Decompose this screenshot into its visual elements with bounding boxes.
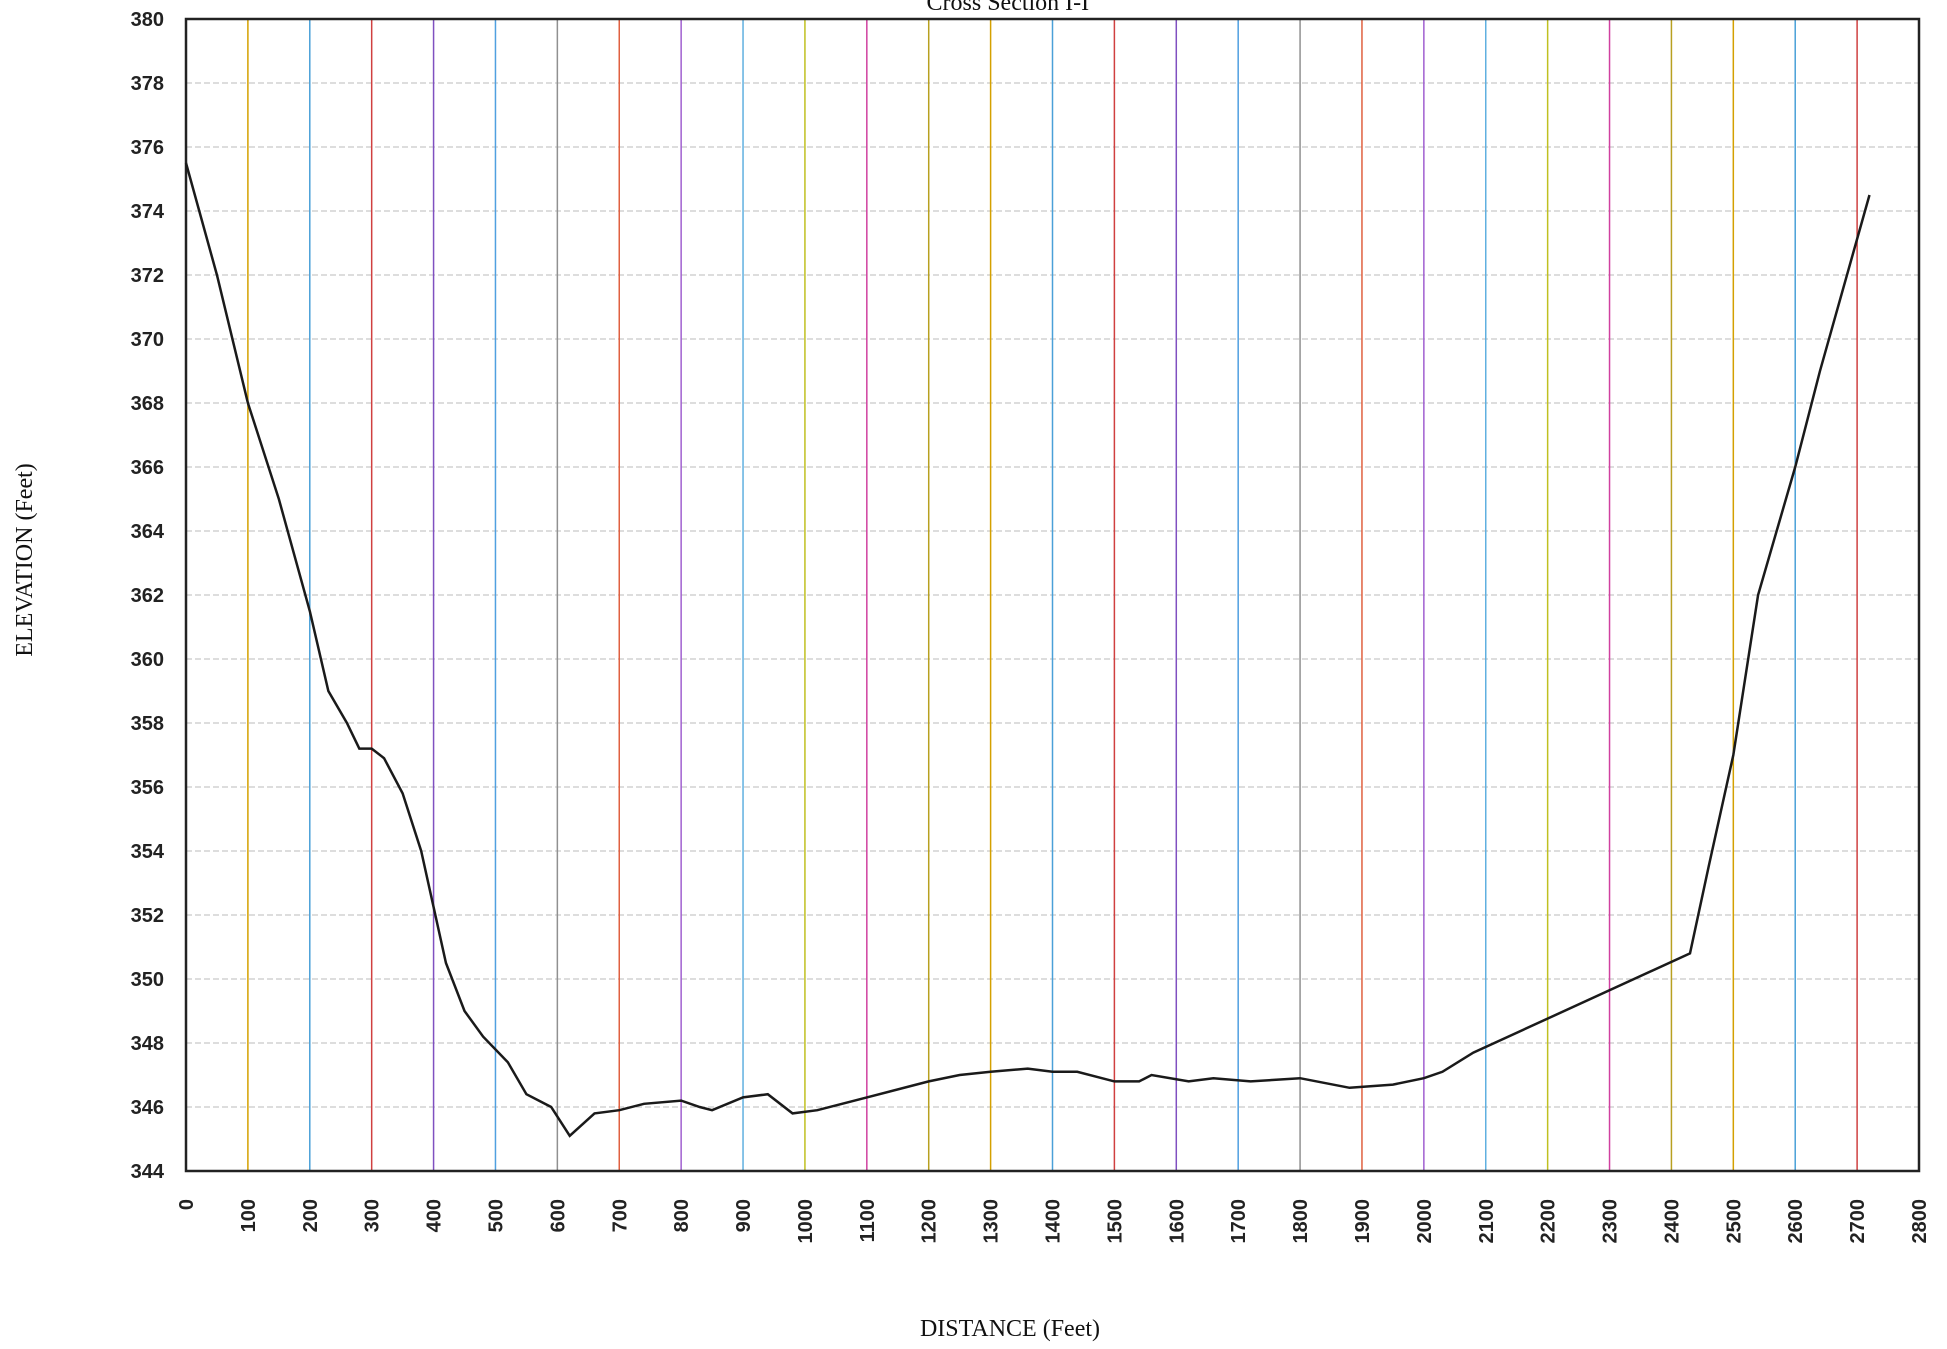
y-tick-label: 350	[131, 969, 164, 991]
x-tick-label: 500	[485, 1199, 507, 1232]
x-tick-label: 1300	[981, 1199, 1003, 1244]
y-tick-label: 380	[131, 9, 164, 31]
y-tick-label: 366	[131, 457, 164, 479]
y-axis-label: ELEVATION (Feet)	[12, 463, 38, 657]
x-tick-label: 1000	[795, 1199, 817, 1244]
x-tick-label: 2000	[1414, 1199, 1436, 1244]
x-tick-label: 200	[300, 1199, 322, 1232]
x-tick-label: 2300	[1600, 1199, 1622, 1244]
profile-line	[184, 162, 1871, 1138]
y-tick-label: 376	[131, 137, 164, 159]
x-tick-label: 1800	[1290, 1199, 1312, 1244]
x-tick-label: 1100	[857, 1199, 879, 1242]
x-tick-label: 800	[671, 1199, 693, 1232]
x-tick-label: 2500	[1723, 1199, 1745, 1244]
x-tick-label: 2700	[1847, 1199, 1869, 1244]
x-tick-label: 1400	[1043, 1199, 1065, 1244]
x-tick-label: 100	[238, 1199, 260, 1232]
plot-frame	[184, 17, 1921, 1173]
y-tick-label: 374	[131, 201, 165, 223]
y-tick-label: 368	[131, 393, 164, 415]
x-tick-label: 2800	[1909, 1199, 1931, 1244]
y-tick-label: 364	[131, 521, 165, 543]
y-tick-label: 352	[131, 905, 164, 927]
x-tick-label: 600	[547, 1199, 569, 1232]
y-tick-label: 378	[131, 73, 164, 95]
y-tick-label: 362	[131, 585, 164, 607]
x-tick-label: 700	[609, 1199, 631, 1232]
x-tick-label: 2200	[1538, 1199, 1560, 1244]
x-tick-label: 1500	[1104, 1199, 1126, 1244]
x-tick-label: 0	[176, 1199, 198, 1210]
x-tick-label: 2100	[1476, 1199, 1498, 1244]
y-tick-label: 360	[131, 649, 164, 671]
x-tick-label: 2600	[1785, 1199, 1807, 1244]
y-tick-label: 348	[131, 1033, 164, 1055]
y-tick-label: 356	[131, 777, 164, 799]
x-tick-label: 1600	[1166, 1199, 1188, 1244]
chart-title: Cross Section I-I'	[927, 0, 1094, 16]
y-tick-label: 344	[131, 1161, 165, 1183]
x-tick-label: 1900	[1352, 1199, 1374, 1244]
x-axis-label: DISTANCE (Feet)	[920, 1316, 1100, 1342]
x-tick-label: 900	[733, 1199, 755, 1232]
y-tick-label: 346	[131, 1097, 164, 1119]
y-tick-label: 354	[131, 841, 165, 863]
x-tick-label: 300	[362, 1199, 384, 1232]
y-tick-label: 370	[131, 329, 164, 351]
x-tick-label: 2400	[1661, 1199, 1683, 1244]
x-tick-label: 1200	[919, 1199, 941, 1244]
x-tick-label: 400	[424, 1199, 446, 1232]
y-tick-label: 358	[131, 713, 164, 735]
x-tick-label: 1700	[1228, 1199, 1250, 1244]
y-tick-label: 372	[131, 265, 164, 287]
